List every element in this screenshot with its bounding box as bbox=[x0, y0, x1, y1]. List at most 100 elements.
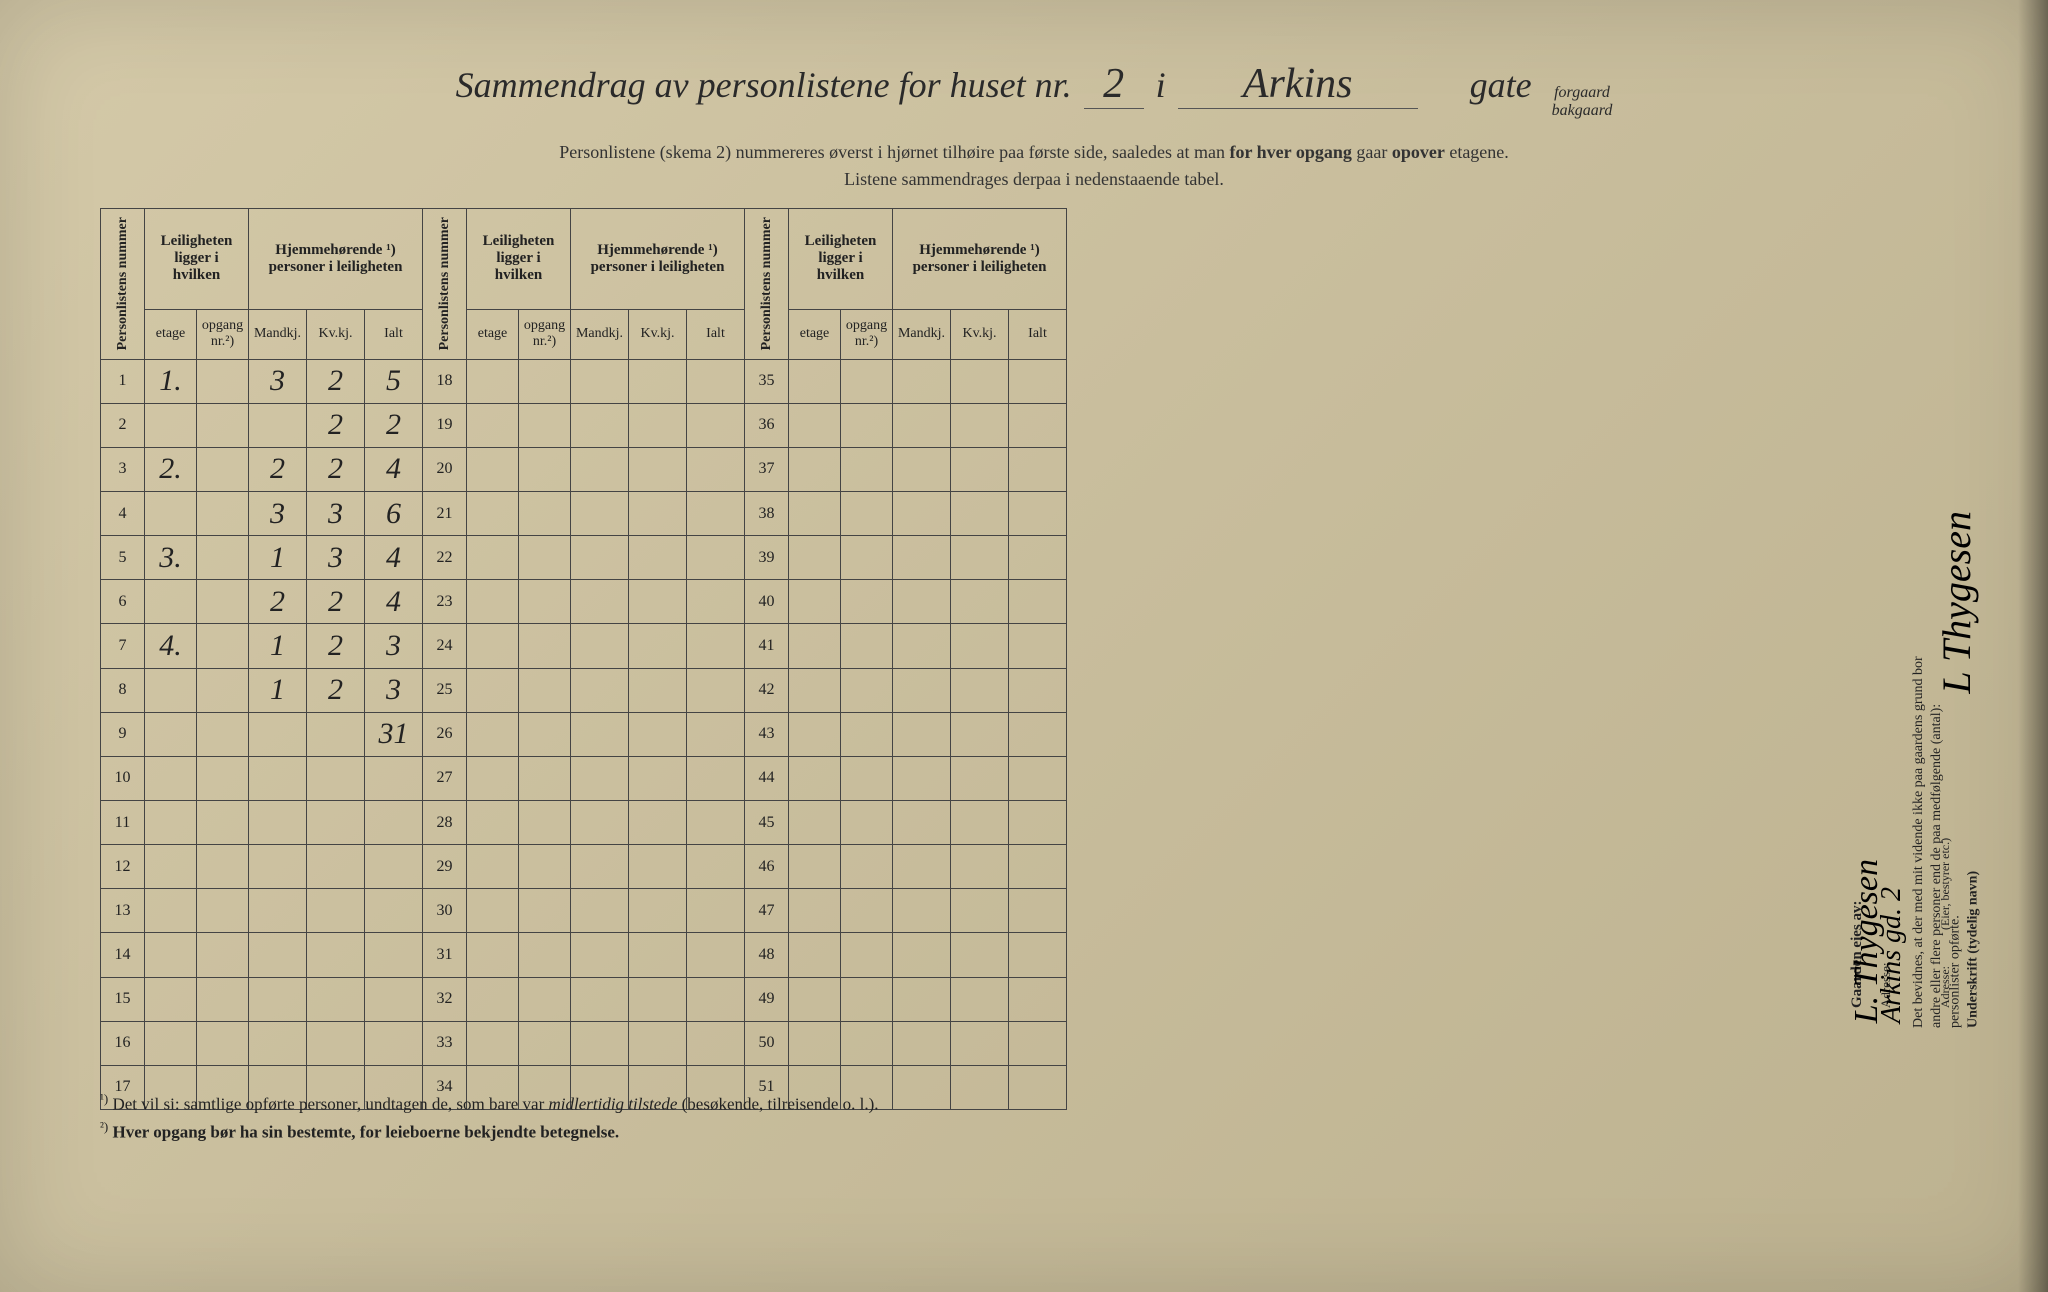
cell-etage bbox=[145, 1021, 197, 1065]
cell-etage bbox=[789, 624, 841, 668]
cell-etage bbox=[467, 712, 519, 756]
in-word: i bbox=[1156, 64, 1166, 106]
cell-ialt bbox=[1009, 536, 1067, 580]
cell-mandkj bbox=[571, 889, 629, 933]
cell-opgang bbox=[519, 359, 571, 403]
row-number: 29 bbox=[423, 845, 467, 889]
table-row: 11.3251835 bbox=[101, 359, 1067, 403]
cell-kvkj bbox=[629, 580, 687, 624]
cell-mandkj bbox=[571, 447, 629, 491]
cell-opgang bbox=[197, 668, 249, 712]
cell-kvkj: 2 bbox=[307, 447, 365, 491]
col-personlistens-nummer: Personlistens nummer bbox=[745, 209, 789, 359]
row-number: 37 bbox=[745, 447, 789, 491]
col-mandkj: Mandkj. bbox=[893, 309, 951, 359]
row-number: 2 bbox=[101, 403, 145, 447]
cell-opgang bbox=[841, 977, 893, 1021]
cell-etage bbox=[145, 580, 197, 624]
cell-ialt bbox=[687, 580, 745, 624]
cell-opgang bbox=[841, 712, 893, 756]
cell-kvkj bbox=[629, 403, 687, 447]
table-row: 32.2242037 bbox=[101, 447, 1067, 491]
cell-etage bbox=[145, 977, 197, 1021]
cell-mandkj bbox=[249, 1021, 307, 1065]
cell-mandkj: 2 bbox=[249, 580, 307, 624]
cell-ialt bbox=[1009, 492, 1067, 536]
cell-opgang bbox=[197, 403, 249, 447]
table-row: 9312643 bbox=[101, 712, 1067, 756]
col-mandkj: Mandkj. bbox=[249, 309, 307, 359]
row-number: 44 bbox=[745, 756, 789, 800]
subtitle: Personlistene (skema 2) nummereres øvers… bbox=[100, 139, 1968, 193]
document-header: Sammendrag av personlistene for huset nr… bbox=[100, 60, 1968, 193]
cell-kvkj bbox=[951, 1021, 1009, 1065]
cell-etage bbox=[789, 359, 841, 403]
cell-etage bbox=[789, 403, 841, 447]
cell-kvkj bbox=[629, 624, 687, 668]
row-number: 8 bbox=[101, 668, 145, 712]
cell-etage bbox=[467, 889, 519, 933]
row-number: 10 bbox=[101, 756, 145, 800]
row-number: 48 bbox=[745, 933, 789, 977]
col-mandkj: Mandkj. bbox=[571, 309, 629, 359]
row-number: 18 bbox=[423, 359, 467, 403]
cell-kvkj bbox=[629, 536, 687, 580]
cell-ialt bbox=[687, 668, 745, 712]
cell-etage bbox=[145, 492, 197, 536]
cell-mandkj bbox=[249, 712, 307, 756]
subtitle-1d: opover bbox=[1392, 142, 1445, 162]
cell-etage bbox=[467, 359, 519, 403]
cell-opgang bbox=[519, 403, 571, 447]
cell-ialt bbox=[365, 756, 423, 800]
row-number: 7 bbox=[101, 624, 145, 668]
cell-mandkj bbox=[571, 580, 629, 624]
cell-opgang bbox=[841, 668, 893, 712]
cell-etage: 4. bbox=[145, 624, 197, 668]
table-row: 74.1232441 bbox=[101, 624, 1067, 668]
eier-label: (Eier, bestyrer etc.) bbox=[1938, 838, 1952, 930]
row-number: 33 bbox=[423, 1021, 467, 1065]
col-ialt: Ialt bbox=[365, 309, 423, 359]
cell-kvkj bbox=[629, 756, 687, 800]
cell-etage bbox=[145, 845, 197, 889]
col-opgang: opgang nr.²) bbox=[841, 309, 893, 359]
cell-ialt bbox=[687, 889, 745, 933]
table-row: 133047 bbox=[101, 889, 1067, 933]
cell-ialt: 4 bbox=[365, 536, 423, 580]
table-row: 43362138 bbox=[101, 492, 1067, 536]
forgaard-label: forgaard bbox=[1552, 84, 1613, 102]
cell-kvkj bbox=[307, 977, 365, 1021]
col-kvkj: Kv.kj. bbox=[629, 309, 687, 359]
house-number: 2 bbox=[1084, 60, 1144, 109]
cell-etage bbox=[467, 1021, 519, 1065]
cell-mandkj bbox=[571, 1021, 629, 1065]
col-opgang: opgang nr.²) bbox=[519, 309, 571, 359]
cell-ialt: 6 bbox=[365, 492, 423, 536]
row-number: 41 bbox=[745, 624, 789, 668]
cell-kvkj bbox=[951, 933, 1009, 977]
col-personlistens-nummer: Personlistens nummer bbox=[423, 209, 467, 359]
col-etage: etage bbox=[789, 309, 841, 359]
cell-opgang bbox=[841, 800, 893, 844]
cell-kvkj bbox=[629, 1021, 687, 1065]
table-row: 143148 bbox=[101, 933, 1067, 977]
cell-kvkj bbox=[307, 845, 365, 889]
cell-opgang bbox=[519, 447, 571, 491]
cell-kvkj bbox=[951, 359, 1009, 403]
cell-etage bbox=[145, 889, 197, 933]
cell-mandkj bbox=[893, 1021, 951, 1065]
cell-etage bbox=[467, 447, 519, 491]
census-table: Personlistens nummerLeiligheten ligger i… bbox=[100, 208, 1067, 1110]
cell-kvkj bbox=[951, 403, 1009, 447]
cell-ialt: 3 bbox=[365, 624, 423, 668]
subtitle-1a: Personlistene (skema 2) nummereres øvers… bbox=[559, 142, 1229, 162]
row-number: 1 bbox=[101, 359, 145, 403]
cell-mandkj bbox=[249, 933, 307, 977]
cell-mandkj bbox=[893, 359, 951, 403]
cell-ialt bbox=[1009, 756, 1067, 800]
cell-etage bbox=[789, 536, 841, 580]
cell-etage bbox=[467, 800, 519, 844]
table-row: 153249 bbox=[101, 977, 1067, 1021]
cell-ialt bbox=[687, 403, 745, 447]
row-number: 4 bbox=[101, 492, 145, 536]
